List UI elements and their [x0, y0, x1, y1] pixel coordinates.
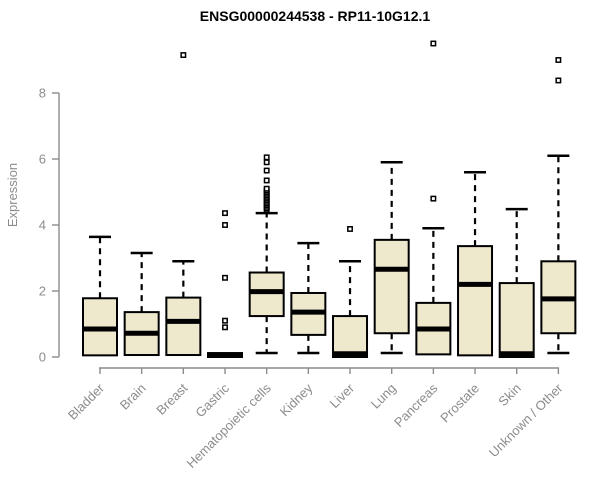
outlier-hematopoietic-cells: [263, 167, 270, 174]
x-tick-label: Gastric: [192, 380, 232, 420]
outlier-gastric: [222, 317, 228, 324]
y-tick-label: 2: [39, 284, 46, 299]
x-tick-label: Skin: [495, 381, 523, 409]
outlier-pancreas: [430, 40, 437, 47]
y-tick-label: 0: [39, 350, 46, 365]
box-liver: [332, 315, 369, 358]
x-tick-label: Lung: [368, 381, 399, 412]
outlier-unknown-other: [555, 57, 562, 63]
box-prostate: [457, 245, 494, 357]
box-breast: [165, 296, 202, 357]
outlier-liver: [347, 226, 353, 232]
x-tick-label: Prostate: [437, 381, 482, 426]
y-axis-label: Expression: [5, 163, 20, 227]
x-tick-label: Liver: [327, 380, 358, 411]
outlier-pancreas: [430, 195, 437, 202]
x-tick-label: Breast: [153, 380, 190, 417]
outlier-hematopoietic-cells: [263, 185, 270, 192]
box-lung: [373, 238, 410, 335]
x-tick-label: Unknown / Other: [486, 380, 566, 460]
outlier-gastric: [222, 210, 228, 217]
x-tick-label: Pancreas: [391, 380, 441, 430]
outlier-breast: [180, 52, 187, 58]
outlier-hematopoietic-cells: [263, 177, 270, 184]
outlier-gastric: [222, 274, 228, 281]
box-hematopoietic-cells: [248, 271, 285, 318]
outlier-gastric: [222, 324, 228, 331]
x-tick-label: Kidney: [277, 380, 316, 419]
box-skin: [498, 282, 535, 358]
outlier-gastric: [222, 222, 228, 228]
outlier-hematopoietic-cells: [263, 154, 270, 161]
y-tick-label: 8: [39, 86, 46, 101]
outlier-unknown-other: [555, 77, 562, 84]
outlier-hematopoietic-cells: [263, 159, 270, 166]
y-tick-label: 4: [39, 218, 46, 233]
chart-title: ENSG00000244538 - RP11-10G12.1: [200, 8, 431, 24]
x-tick-label: Bladder: [65, 380, 108, 423]
y-tick-label: 6: [39, 152, 46, 167]
x-tick-label: Brain: [117, 381, 149, 413]
